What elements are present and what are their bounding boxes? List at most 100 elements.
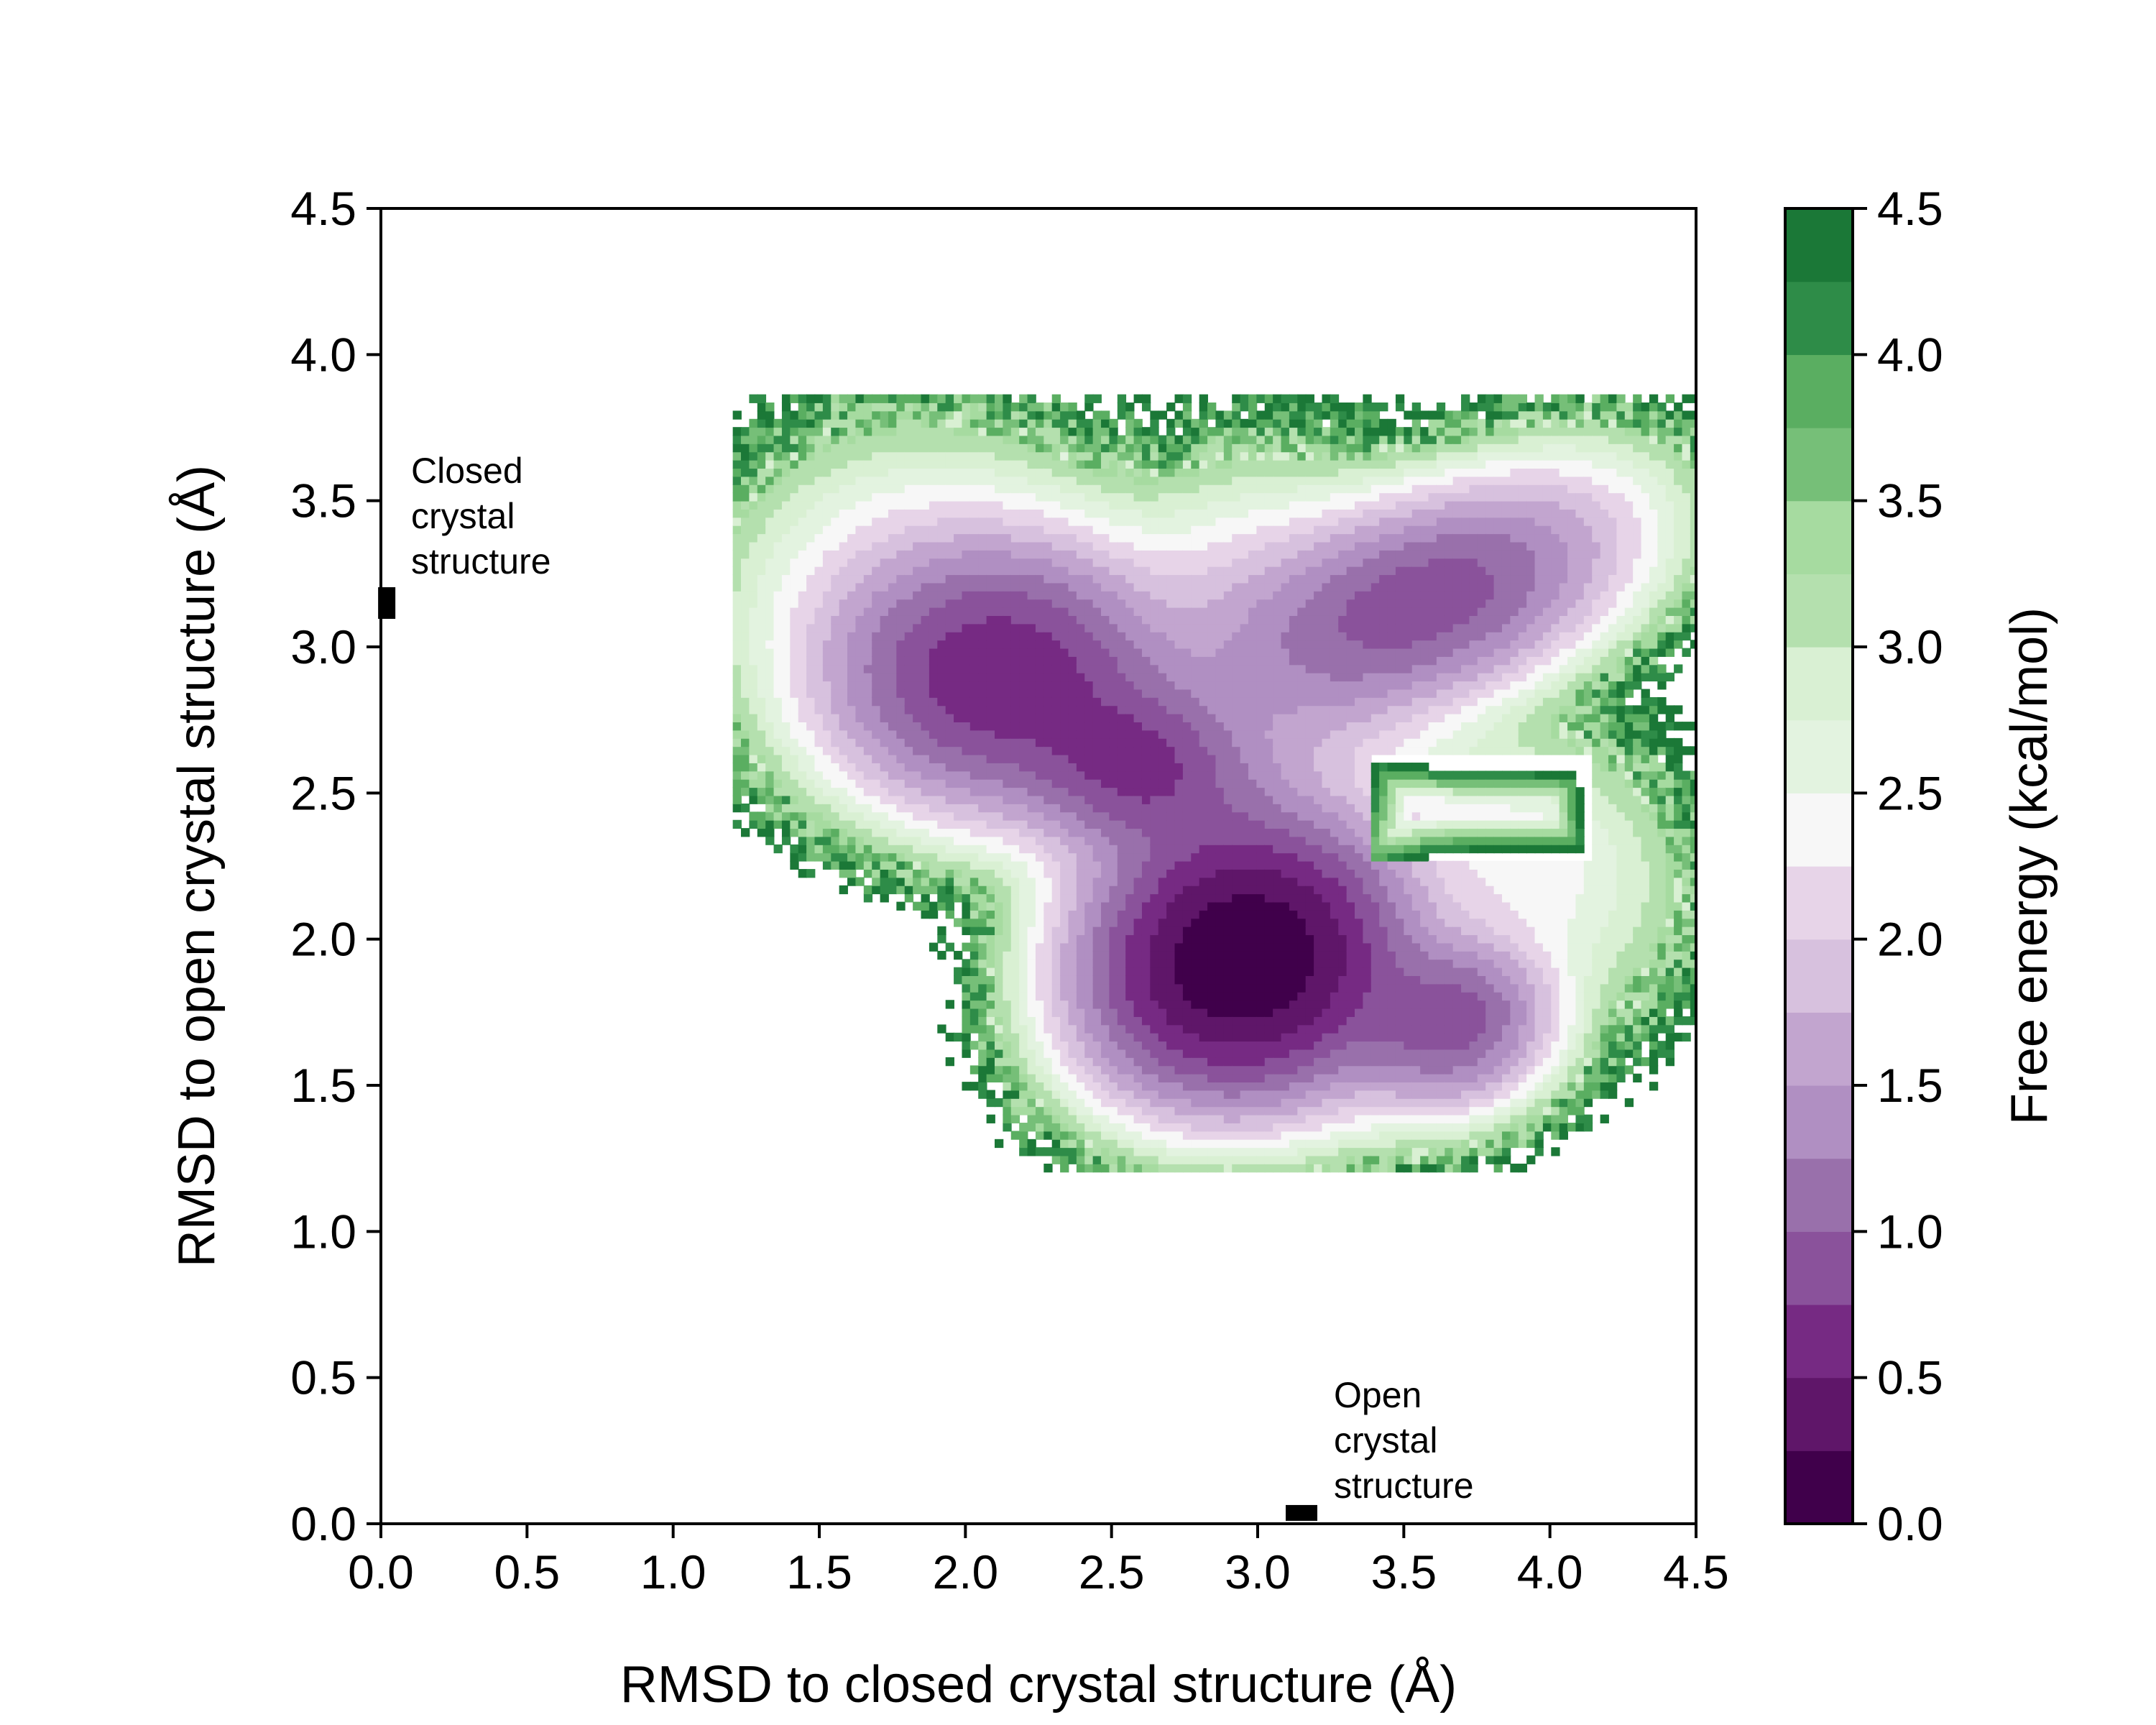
contour-cell [863, 664, 873, 673]
contour-cell [1060, 819, 1069, 829]
contour-cell [1027, 1098, 1036, 1108]
contour-cell [1133, 517, 1143, 526]
contour-cell [954, 418, 963, 428]
contour-cell [880, 525, 889, 535]
contour-cell [839, 737, 848, 748]
free-energy-contour-fill [732, 394, 1696, 1173]
contour-cell [765, 427, 775, 436]
contour-cell [1240, 549, 1249, 559]
contour-cell [1076, 517, 1086, 526]
contour-cell [1240, 533, 1249, 543]
contour-cell [839, 427, 848, 436]
contour-cell [732, 599, 742, 608]
contour-cell [954, 713, 963, 723]
contour-cell [904, 763, 914, 772]
contour-cell [1166, 975, 1176, 985]
contour-cell [855, 574, 865, 584]
contour-cell [757, 443, 767, 453]
contour-cell [978, 877, 987, 886]
contour-cell [1125, 525, 1135, 535]
contour-cell [1248, 1024, 1258, 1034]
contour-cell [1044, 1057, 1053, 1067]
contour-cell [855, 435, 865, 444]
contour-cell [1182, 525, 1192, 535]
contour-cell [1199, 648, 1208, 657]
contour-cell [1068, 926, 1077, 936]
contour-cell [1150, 770, 1159, 780]
contour-cell [995, 754, 1004, 763]
contour-cell [1101, 533, 1110, 543]
contour-cell [1141, 558, 1151, 567]
contour-cell [978, 705, 987, 714]
contour-cell [1035, 1090, 1045, 1099]
contour-cell [978, 394, 987, 403]
contour-cell [969, 558, 980, 567]
contour-cell [765, 836, 775, 845]
contour-cell [978, 541, 987, 551]
contour-cell [1027, 1138, 1036, 1149]
contour-cell [1117, 599, 1127, 608]
contour-cell [1092, 1163, 1102, 1173]
contour-cell [1125, 959, 1135, 968]
contour-cell [954, 623, 963, 632]
contour-cell [929, 427, 939, 436]
contour-cell [945, 730, 954, 739]
contour-cell [1248, 1163, 1258, 1173]
contour-cell [1060, 1057, 1069, 1067]
contour-cell [1174, 484, 1184, 494]
contour-cell [822, 582, 832, 592]
contour-cell [1117, 893, 1127, 903]
contour-cell [888, 656, 898, 666]
contour-cell [831, 476, 840, 485]
contour-cell [1223, 893, 1233, 903]
contour-cell [1051, 1138, 1061, 1149]
contour-cell [781, 599, 791, 608]
contour-cell [1125, 648, 1135, 657]
contour-cell [863, 819, 873, 829]
contour-cell [1101, 1065, 1110, 1075]
contour-cell [1101, 459, 1110, 469]
contour-cell [880, 590, 889, 600]
contour-cell [1003, 869, 1012, 878]
contour-cell [1174, 451, 1184, 461]
contour-cell [1199, 410, 1208, 420]
contour-cell [1223, 844, 1233, 854]
contour-cell [1166, 451, 1176, 461]
contour-cell [732, 558, 742, 567]
contour-cell [1158, 1106, 1168, 1116]
contour-cell [790, 459, 799, 469]
contour-cell [1232, 1024, 1241, 1034]
contour-cell [1207, 631, 1217, 641]
contour-cell [1166, 1032, 1176, 1042]
contour-cell [888, 885, 898, 895]
contour-cell [1010, 1114, 1021, 1123]
contour-cell [954, 778, 963, 788]
contour-cell [896, 558, 906, 567]
contour-cell [855, 754, 865, 763]
contour-cell [1166, 1082, 1176, 1091]
contour-cell [1019, 1082, 1028, 1091]
contour-cell [872, 860, 881, 870]
contour-cell [880, 394, 889, 403]
contour-cell [1084, 1065, 1094, 1075]
contour-cell [1092, 394, 1102, 403]
contour-cell [773, 640, 783, 649]
contour-cell [945, 672, 954, 682]
contour-cell [1092, 443, 1102, 453]
contour-cell [913, 631, 922, 641]
contour-cell [1076, 1114, 1086, 1123]
contour-cell [1150, 754, 1159, 763]
contour-cell [1109, 656, 1118, 666]
contour-cell [880, 689, 889, 698]
contour-cell [1027, 394, 1036, 403]
contour-cell [913, 730, 922, 739]
contour-cell [1003, 427, 1012, 436]
contour-cell [1174, 722, 1184, 731]
contour-cell [1158, 500, 1168, 510]
contour-cell [1125, 967, 1135, 976]
contour-cell [1027, 681, 1036, 690]
contour-cell [969, 1000, 980, 1009]
contour-cell [1101, 828, 1110, 837]
contour-cell [1240, 1082, 1249, 1091]
contour-cell [1223, 1082, 1233, 1091]
